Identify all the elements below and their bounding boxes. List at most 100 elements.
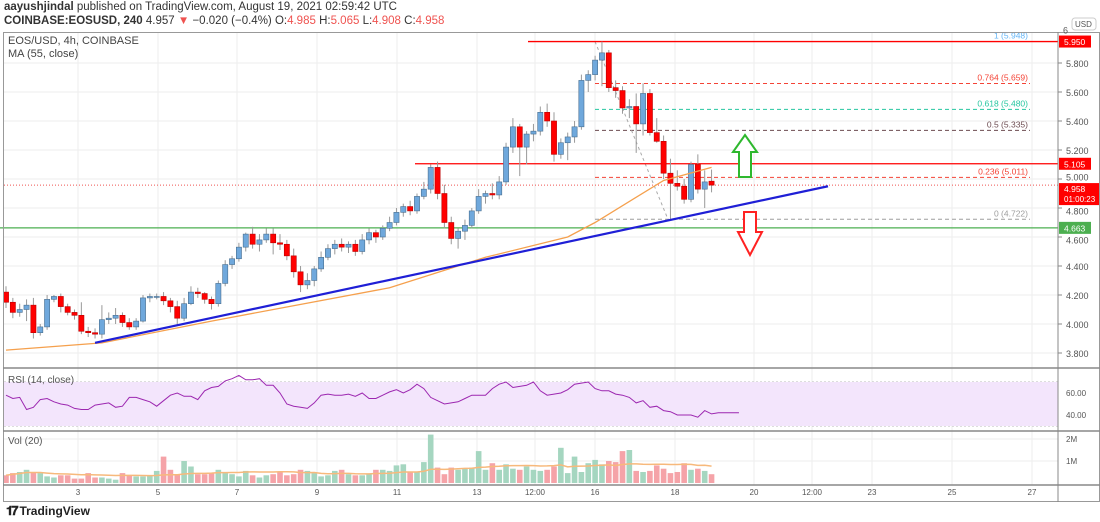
volume-bar bbox=[427, 434, 434, 483]
published-text: published on TradingView.com, August 19,… bbox=[76, 1, 397, 13]
author-name[interactable]: aayushjindal bbox=[4, 1, 74, 13]
volume-bar bbox=[208, 473, 215, 483]
volume-bar bbox=[195, 474, 201, 483]
candle-body bbox=[99, 319, 105, 335]
candle bbox=[181, 297, 187, 322]
candle bbox=[441, 184, 448, 229]
date-tick-label: 18 bbox=[671, 488, 680, 497]
candle bbox=[599, 41, 605, 87]
candle-body bbox=[78, 314, 85, 332]
candle bbox=[496, 176, 503, 200]
volume-bar bbox=[462, 468, 468, 483]
candle-body bbox=[256, 239, 263, 245]
currency-label: USD bbox=[1075, 20, 1092, 29]
volume-bar bbox=[571, 456, 578, 483]
volume-bar bbox=[633, 470, 639, 483]
volume-bar bbox=[421, 462, 427, 483]
volume-bars bbox=[3, 434, 715, 483]
price-axis-tag bbox=[1059, 35, 1091, 48]
candle bbox=[585, 70, 592, 92]
candle-body bbox=[414, 196, 420, 212]
volume-bar bbox=[160, 456, 167, 483]
volume-bar bbox=[660, 468, 667, 483]
date-tick-label: 12:00 bbox=[802, 488, 823, 497]
candle-body bbox=[619, 90, 626, 109]
candle bbox=[57, 293, 64, 313]
rsi-tick-label: 40.00 bbox=[1066, 411, 1087, 420]
volume-ma-line bbox=[5, 463, 712, 477]
candle-body bbox=[599, 52, 605, 61]
candle-body bbox=[626, 106, 633, 109]
candle bbox=[112, 308, 119, 324]
candle bbox=[44, 295, 50, 330]
candle-body bbox=[208, 299, 215, 305]
volume-bar bbox=[133, 476, 139, 483]
candle-body bbox=[400, 206, 407, 213]
symbol-info-bar: COINBASE:EOSUSD, 240 4.957 ▼ −0.020 (−0.… bbox=[4, 15, 444, 27]
candle-body bbox=[270, 233, 277, 244]
candle-body bbox=[462, 225, 468, 232]
candle bbox=[653, 118, 660, 143]
volume-bar bbox=[256, 477, 263, 483]
volume-bar bbox=[263, 475, 270, 483]
candle-body bbox=[331, 243, 338, 249]
candle bbox=[420, 181, 427, 200]
low-value: 4.908 bbox=[372, 15, 401, 27]
candle-body bbox=[92, 332, 98, 335]
volume-bar bbox=[229, 474, 235, 483]
candle-body bbox=[475, 196, 482, 212]
tradingview-logo[interactable]: 𝟏𝟕 TradingView bbox=[6, 503, 90, 519]
high-label: H: bbox=[319, 15, 331, 27]
volume-bar bbox=[215, 469, 222, 483]
volume-bar bbox=[469, 467, 475, 483]
symbol-label: COINBASE:EOSUSD, 240 bbox=[4, 15, 143, 27]
candle bbox=[352, 239, 359, 256]
date-tick-label: 11 bbox=[393, 488, 402, 497]
candle-body bbox=[181, 303, 187, 319]
volume-bar bbox=[352, 475, 359, 483]
volume-bar bbox=[188, 466, 194, 483]
candle-body bbox=[681, 185, 688, 200]
candle-body bbox=[359, 239, 366, 252]
candle-body bbox=[112, 314, 119, 319]
volume-bar bbox=[236, 476, 242, 483]
candle bbox=[578, 74, 585, 130]
volume-bar bbox=[92, 477, 98, 483]
support-trendline[interactable] bbox=[94, 185, 829, 344]
candle-body bbox=[51, 296, 57, 300]
volume-bar bbox=[10, 473, 16, 483]
candle bbox=[338, 238, 345, 252]
candle bbox=[516, 123, 523, 177]
candle-body bbox=[537, 112, 544, 132]
volume-bar bbox=[51, 477, 57, 483]
candle bbox=[85, 326, 92, 338]
candle bbox=[297, 266, 304, 293]
candle-body bbox=[640, 93, 646, 125]
candle bbox=[146, 293, 153, 303]
candle bbox=[674, 170, 681, 191]
fib-level-label: 0.764 (5.659) bbox=[977, 72, 1028, 82]
candle-body bbox=[290, 255, 297, 273]
currency-button[interactable]: USD bbox=[1071, 17, 1097, 31]
legend-main: EOS/USD, 4h, COINBASE bbox=[8, 35, 139, 47]
candle bbox=[270, 228, 277, 255]
candle bbox=[119, 312, 126, 327]
price-tick-label: 5.800 bbox=[1066, 59, 1089, 69]
price-tick-label: 5.600 bbox=[1066, 88, 1089, 98]
volume-bar bbox=[277, 472, 283, 483]
volume-bar bbox=[537, 470, 544, 483]
candle-body bbox=[489, 193, 496, 196]
candle-body bbox=[105, 317, 112, 320]
candle bbox=[359, 234, 366, 255]
candle bbox=[448, 216, 455, 245]
volume-bar bbox=[30, 472, 37, 483]
volume-bar bbox=[606, 461, 612, 483]
candle bbox=[482, 190, 489, 204]
volume-bar bbox=[434, 467, 441, 483]
candle bbox=[9, 297, 16, 319]
candle bbox=[188, 286, 194, 306]
candle bbox=[30, 297, 37, 339]
candle-body bbox=[441, 193, 448, 223]
